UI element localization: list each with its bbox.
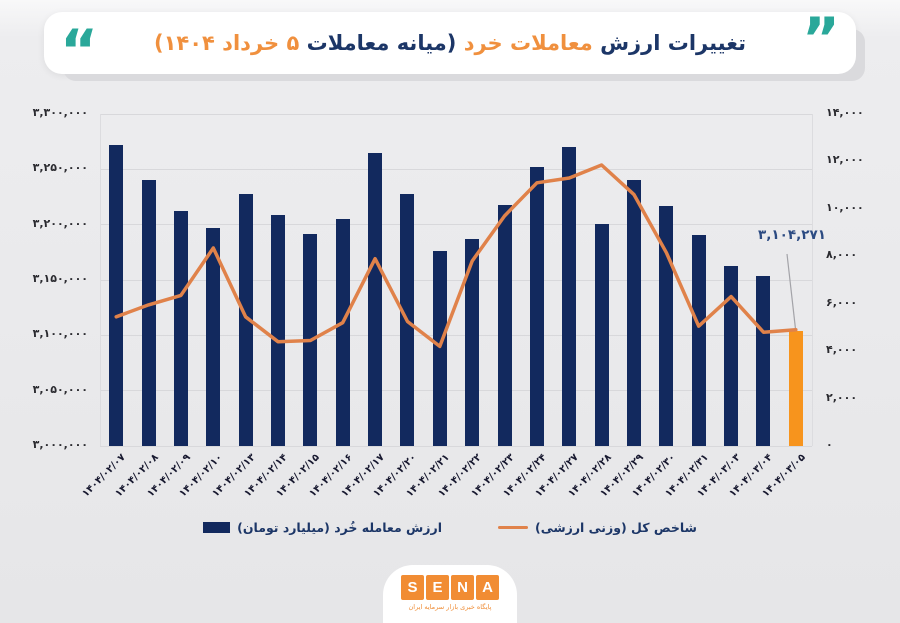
- bar: [562, 147, 577, 446]
- bar: [109, 144, 124, 446]
- y-axis-tick-left: ۳,۰۰۰,۰۰۰: [32, 438, 88, 451]
- legend-label-index: شاخص کل (وزنی ارزشی): [534, 520, 697, 535]
- title-banner: “ تغییرات ارزش معاملات خرد (میانه معاملا…: [44, 5, 856, 85]
- bar: [141, 180, 156, 446]
- index-line: [114, 163, 798, 349]
- legend-bar-swatch: [203, 522, 231, 533]
- bar: [594, 223, 609, 446]
- logo-letter-tile: E: [426, 575, 449, 600]
- y-axis-tick-left: ۳,۱۵۰,۰۰۰: [32, 272, 88, 285]
- chart-legend: شاخص کل (وزنی ارزشی) ارزش معامله خُرد (م…: [0, 520, 900, 535]
- bar: [497, 204, 512, 446]
- bar: [432, 251, 447, 446]
- bar: [173, 211, 188, 446]
- plot-edge-line: [100, 114, 101, 446]
- y-axis-tick-left: ۳,۰۵۰,۰۰۰: [32, 382, 88, 396]
- quote-close-icon: ”: [801, 5, 840, 73]
- gridline: [100, 168, 812, 170]
- gridline: [100, 334, 812, 336]
- title-segment: ۵ خرداد ۱۴۰۴): [153, 31, 300, 55]
- gridline: [100, 279, 812, 281]
- bar: [238, 193, 253, 446]
- bar: [691, 234, 706, 446]
- legend-label-value: ارزش معامله خُرد (میلیارد تومان): [237, 520, 442, 535]
- bar: [271, 214, 285, 446]
- logo-letter-tile: S: [401, 575, 424, 600]
- quote-open-icon: “: [60, 17, 99, 85]
- plot-edge-line: [812, 114, 813, 446]
- y-axis-tick-right: ۸,۰۰۰: [826, 248, 858, 262]
- y-axis-tick-right: ۶,۰۰۰: [826, 295, 858, 309]
- bar: [756, 275, 771, 446]
- y-axis-tick-left: ۳,۲۰۰,۰۰۰: [32, 216, 88, 230]
- bar: [335, 219, 350, 446]
- last-bar-value-label: ۳,۱۰۴,۲۷۱: [758, 227, 826, 243]
- legend-item-value: ارزش معامله خُرد (میلیارد تومان): [203, 520, 442, 535]
- y-axis-tick-right: ۱۰,۰۰۰: [826, 200, 864, 214]
- page-title: تغییرات ارزش معاملات خرد (میانه معاملات …: [98, 31, 802, 55]
- y-axis-tick-right: ۱۲,۰۰۰: [826, 153, 864, 167]
- logo-tagline: پایگاه خبری بازار سرمایه ایران: [408, 603, 492, 611]
- gridline: [100, 390, 812, 392]
- y-axis-tick-left: ۳,۱۰۰,۰۰۰: [32, 327, 88, 341]
- y-axis-tick-right: ۱۴,۰۰۰: [826, 106, 864, 119]
- gridline: [100, 445, 812, 447]
- legend-item-index: شاخص کل (وزنی ارزشی): [497, 520, 697, 535]
- bar: [368, 152, 383, 446]
- gridline: [100, 113, 812, 115]
- y-axis-tick-right: ۴,۰۰۰: [826, 343, 858, 357]
- bar: [529, 167, 544, 446]
- bar: [659, 205, 674, 446]
- title-segment: معاملات خرد: [463, 31, 593, 55]
- title-segment: تغییرات ارزش: [600, 31, 746, 55]
- y-axis-tick-right: ۰: [826, 438, 833, 451]
- bar: [206, 227, 221, 446]
- title-segment: (میانه معاملات: [306, 31, 457, 55]
- annotation-leader-line: [786, 253, 797, 332]
- bar: [465, 239, 480, 446]
- bar: [788, 330, 803, 446]
- bar: [724, 265, 739, 446]
- y-axis-tick-left: ۳,۲۵۰,۰۰۰: [32, 161, 88, 175]
- logo-letter-tile: N: [451, 575, 474, 600]
- y-axis-tick-left: ۳,۳۰۰,۰۰۰: [32, 106, 88, 119]
- gridline: [100, 224, 812, 226]
- legend-line-swatch: [497, 526, 528, 529]
- bar: [627, 180, 641, 446]
- y-axis-tick-right: ۲,۰۰۰: [826, 390, 858, 404]
- logo-letter-tile: A: [476, 575, 499, 600]
